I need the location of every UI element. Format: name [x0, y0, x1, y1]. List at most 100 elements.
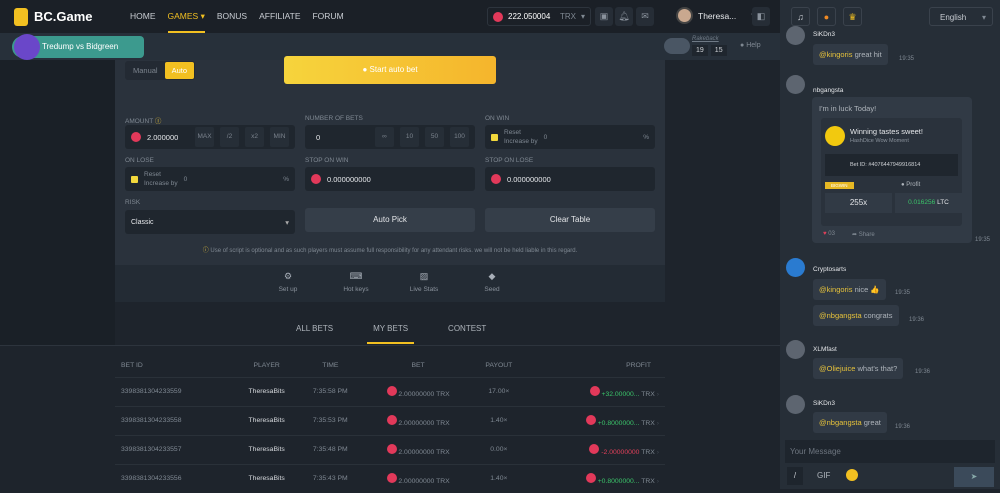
table-row[interactable]: 3398381304233558 TheresaBits 7:35:53 PM … [115, 405, 665, 435]
half-button[interactable]: /2 [220, 127, 239, 147]
bigwin-share-card[interactable]: Winning tastes sweet! HashDice Wow Momen… [821, 118, 962, 226]
avatar[interactable] [786, 75, 805, 94]
player[interactable]: TheresaBits [234, 376, 300, 406]
stop-win-input[interactable]: 0.000000000 [305, 167, 475, 191]
bets-50-button[interactable]: 50 [425, 127, 444, 147]
mention[interactable]: @Oliejuice [819, 364, 856, 373]
logo-icon [14, 7, 28, 26]
chat-toggle-icon[interactable]: ◧ [752, 7, 770, 26]
message-input[interactable]: Your Message [785, 440, 995, 463]
table-row[interactable]: 3398381304233557 TheresaBits 7:35:48 PM … [115, 434, 665, 464]
gif-button[interactable]: GIF [817, 471, 831, 480]
trx-coin-icon [131, 132, 141, 142]
avatar[interactable] [786, 340, 805, 359]
help-button[interactable]: ● Help [740, 42, 761, 49]
setup-button[interactable]: ⚙ Set up [273, 271, 303, 302]
rakeback-label[interactable]: Rakeback [692, 36, 719, 42]
max-button[interactable]: MAX [195, 127, 214, 147]
reset-checkbox[interactable] [491, 133, 498, 141]
min-button[interactable]: MIN [270, 127, 289, 147]
send-button[interactable]: ➤ [954, 467, 994, 487]
bigwin-badge: BIGWIN [825, 182, 854, 189]
nav-bonus[interactable]: BONUS [216, 11, 248, 21]
bet-id[interactable]: 3398381304233557 [115, 434, 235, 464]
bets-input[interactable]: 0 ∞ 10 50 100 [305, 125, 475, 149]
trx-coin-icon [585, 414, 596, 425]
mention[interactable]: @kingoris [819, 50, 853, 59]
on-win-input[interactable]: Reset Increase by 0% [485, 125, 655, 149]
mention[interactable]: @nbgangsta [819, 311, 862, 320]
table-header: BET ID PLAYER TIME BET PAYOUT PROFIT [115, 355, 665, 377]
player[interactable]: TheresaBits [234, 405, 300, 435]
live-stats-button[interactable]: ▨ Live Stats [409, 271, 439, 302]
bet-id[interactable]: 3398381304233559 [115, 376, 235, 406]
avatar[interactable] [786, 258, 805, 277]
timer-hours: 19 [692, 45, 708, 56]
tab-contest[interactable]: CONTEST [448, 324, 487, 333]
bell-icon[interactable]: 🔔︎ [615, 7, 633, 26]
mention[interactable]: @nbgangsta [819, 418, 862, 427]
on-lose-input[interactable]: Reset Increase by 0% [125, 167, 295, 191]
clear-table-button[interactable]: Clear Table [485, 208, 655, 232]
time: 7:35:48 PM [299, 434, 362, 464]
increase-label: Increase by [144, 180, 178, 187]
payout: 17.00× [474, 376, 524, 406]
nav-forum[interactable]: FORUM [312, 11, 344, 21]
table-row[interactable]: 3398381304233556 TheresaBits 7:35:43 PM … [115, 463, 665, 493]
profit: +0.8000000... TRX › [523, 405, 665, 435]
stop-lose-input[interactable]: 0.000000000 [485, 167, 655, 191]
bet-value: 2.00000000 [398, 448, 435, 456]
double-button[interactable]: x2 [245, 127, 264, 147]
user-menu[interactable]: Theresa...▾ [676, 7, 756, 24]
on-lose-label: ON LOSE [125, 157, 154, 164]
reset-checkbox[interactable] [131, 175, 138, 183]
hotkeys-button[interactable]: ⌨ Hot keys [341, 271, 371, 302]
tab-auto[interactable]: Auto [164, 62, 195, 79]
bet-value: 2.00000000 [398, 419, 435, 427]
avatar[interactable] [786, 395, 805, 414]
nav-affiliate[interactable]: AFFILIATE [259, 11, 301, 21]
warning-icon: ⓘ [202, 248, 209, 254]
balance-selector[interactable]: 222.050004 TRX ▾ [487, 7, 591, 26]
promo-banner[interactable]: Tredump vs Bidgreen [12, 34, 144, 60]
tab-manual[interactable]: Manual [133, 66, 158, 75]
music-icon[interactable]: ♫ [791, 7, 810, 26]
bets-10-button[interactable]: 10 [400, 127, 419, 147]
piggy-bank-icon [664, 38, 690, 54]
amount-input[interactable]: 2.000000 MAX/2 x2 MIN [125, 125, 295, 149]
mail-icon[interactable]: ✉ [636, 7, 654, 26]
player[interactable]: TheresaBits [234, 463, 300, 493]
nav-games[interactable]: GAMES ▾ [167, 0, 205, 33]
bet-id[interactable]: 3398381304233558 [115, 405, 235, 435]
bet-id[interactable]: 3398381304233556 [115, 463, 235, 493]
table-row[interactable]: 3398381304233559 TheresaBits 7:35:58 PM … [115, 376, 665, 406]
promo-text: Tredump vs Bidgreen [42, 42, 119, 51]
mention[interactable]: @kingoris [819, 285, 853, 294]
infinite-button[interactable]: ∞ [375, 127, 394, 147]
message-time: 19:35 [975, 237, 991, 243]
bet-id-row[interactable]: Bet ID: #4076447949916814 [825, 154, 958, 176]
auto-pick-button[interactable]: Auto Pick [305, 208, 475, 232]
share-button[interactable]: ➦ Share [852, 232, 875, 238]
emoji-icon[interactable] [846, 469, 858, 481]
player[interactable]: TheresaBits [234, 434, 300, 464]
help-label: Help [746, 42, 761, 49]
nav-home[interactable]: HOME [130, 11, 156, 21]
currency-label: TRX [559, 12, 576, 21]
tab-all-bets[interactable]: ALL BETS [296, 324, 334, 333]
bets-100-button[interactable]: 100 [450, 127, 469, 147]
trophy-icon[interactable]: ♛ [843, 7, 862, 26]
seed-button[interactable]: ◆ Seed [477, 271, 507, 302]
language-select[interactable]: English ▾ [929, 7, 993, 26]
tab-my-bets[interactable]: MY BETS [367, 318, 415, 344]
command-button[interactable]: / [787, 467, 803, 485]
start-auto-bet-button[interactable]: ● Start auto bet [284, 56, 496, 84]
wallet-icon[interactable]: ▣ [595, 7, 613, 26]
avatar[interactable] [786, 26, 805, 45]
risk-select[interactable]: Classic ▾ [125, 210, 295, 234]
profit-value: +32.00000... [601, 390, 640, 398]
brand-logo[interactable]: BC.Game [14, 7, 130, 26]
chart-icon: ▨ [419, 271, 429, 281]
like-button[interactable]: ♥ 03 [823, 231, 835, 237]
fire-icon[interactable]: ● [817, 7, 836, 26]
